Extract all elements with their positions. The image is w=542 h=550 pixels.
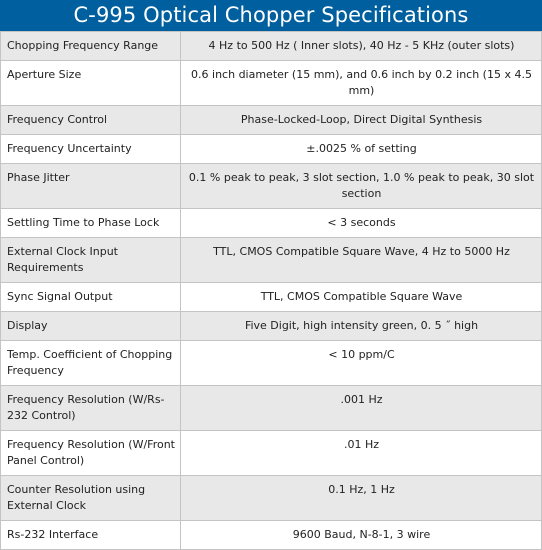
spec-value: 0.1 Hz, 1 Hz bbox=[180, 475, 542, 521]
spec-row: Frequency Uncertainty ±.0025 % of setting bbox=[0, 134, 542, 164]
spec-row: Chopping Frequency Range 4 Hz to 500 Hz (… bbox=[0, 31, 542, 61]
spec-row: Phase Jitter 0.1 % peak to peak, 3 slot s… bbox=[0, 163, 542, 209]
spec-value: ±.0025 % of setting bbox=[180, 134, 542, 164]
spec-label: Aperture Size bbox=[0, 60, 181, 106]
spec-row: Sync Signal Output TTL, CMOS Compatible S… bbox=[0, 282, 542, 312]
spec-label: Phase Jitter bbox=[0, 163, 181, 209]
spec-value: 9600 Baud, N-8-1, 3 wire bbox=[180, 520, 542, 550]
spec-value: < 3 seconds bbox=[180, 208, 542, 238]
spec-label: Temp. Coefficient of Chopping Frequency bbox=[0, 340, 181, 386]
spec-label: Frequency Resolution (W/Front Panel Cont… bbox=[0, 430, 181, 476]
spec-row: Counter Resolution using External Clock 0… bbox=[0, 475, 542, 521]
spec-label: Frequency Uncertainty bbox=[0, 134, 181, 164]
spec-label: External Clock Input Requirements bbox=[0, 237, 181, 283]
spec-row: Rs-232 Interface 9600 Baud, N-8-1, 3 wire bbox=[0, 520, 542, 550]
spec-table-body: Chopping Frequency Range 4 Hz to 500 Hz (… bbox=[0, 31, 542, 550]
spec-table: Chopping Frequency Range 4 Hz to 500 Hz (… bbox=[0, 31, 542, 550]
spec-value: TTL, CMOS Compatible Square Wave, 4 Hz t… bbox=[180, 237, 542, 283]
spec-value: < 10 ppm/C bbox=[180, 340, 542, 386]
spec-label: Counter Resolution using External Clock bbox=[0, 475, 181, 521]
spec-value: Phase-Locked-Loop, Direct Digital Synthe… bbox=[180, 105, 542, 135]
spec-label: Display bbox=[0, 311, 181, 341]
spec-row: Settling Time to Phase Lock < 3 seconds bbox=[0, 208, 542, 238]
spec-label: Chopping Frequency Range bbox=[0, 31, 181, 61]
spec-label: Rs-232 Interface bbox=[0, 520, 181, 550]
spec-value: .01 Hz bbox=[180, 430, 542, 476]
spec-value: Five Digit, high intensity green, 0. 5 ˝… bbox=[180, 311, 542, 341]
spec-row: Temp. Coefficient of Chopping Frequency <… bbox=[0, 340, 542, 386]
spec-value: 0.1 % peak to peak, 3 slot section, 1.0 … bbox=[180, 163, 542, 209]
spec-value: .001 Hz bbox=[180, 385, 542, 431]
spec-row: Frequency Control Phase-Locked-Loop, Dire… bbox=[0, 105, 542, 135]
spec-label: Settling Time to Phase Lock bbox=[0, 208, 181, 238]
spec-row: Display Five Digit, high intensity green,… bbox=[0, 311, 542, 341]
spec-row: Frequency Resolution (W/Front Panel Cont… bbox=[0, 430, 542, 476]
spec-value: 4 Hz to 500 Hz ( Inner slots), 40 Hz - 5… bbox=[180, 31, 542, 61]
spec-value: 0.6 inch diameter (15 mm), and 0.6 inch … bbox=[180, 60, 542, 106]
page-title: C-995 Optical Chopper Specifications bbox=[0, 0, 542, 31]
spec-row: External Clock Input Requirements TTL, CM… bbox=[0, 237, 542, 283]
spec-label: Frequency Resolution (W/Rs-232 Control) bbox=[0, 385, 181, 431]
spec-value: TTL, CMOS Compatible Square Wave bbox=[180, 282, 542, 312]
spec-row: Frequency Resolution (W/Rs-232 Control).… bbox=[0, 385, 542, 431]
spec-row: Aperture Size 0.6 inch diameter (15 mm), … bbox=[0, 60, 542, 106]
spec-label: Frequency Control bbox=[0, 105, 181, 135]
spec-label: Sync Signal Output bbox=[0, 282, 181, 312]
